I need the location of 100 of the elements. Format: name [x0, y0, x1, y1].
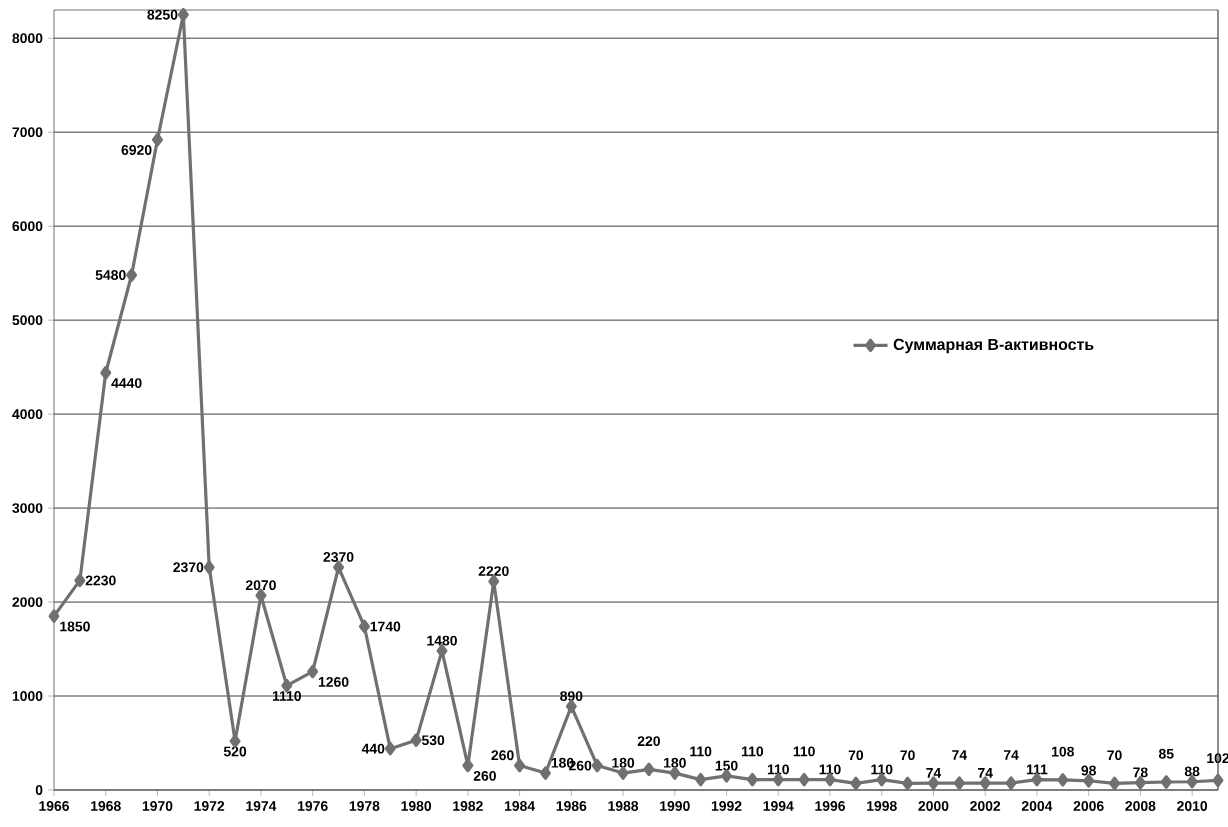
x-tick-label: 2002 — [970, 801, 1001, 811]
x-tick-label: 1966 — [39, 801, 69, 811]
data-label: 2370 — [323, 552, 354, 562]
x-tick-label: 1968 — [91, 801, 121, 811]
legend-label: Суммарная В-активность — [893, 338, 1094, 354]
data-label: 8250 — [147, 9, 178, 20]
x-tick-label: 1974 — [246, 801, 277, 811]
data-label: 2370 — [173, 562, 204, 573]
data-label: 74 — [978, 768, 993, 778]
data-label: 530 — [421, 735, 445, 746]
point — [798, 772, 810, 787]
data-label: 70 — [1107, 750, 1122, 761]
y-tick-label: 4000 — [12, 409, 43, 420]
y-tick-label: 5000 — [12, 315, 43, 326]
data-label: 74 — [1003, 750, 1019, 760]
data-label: 110 — [767, 764, 789, 775]
data-label: 2220 — [478, 566, 509, 576]
x-tick-label: 2000 — [918, 801, 949, 811]
point — [591, 758, 603, 773]
point — [48, 609, 60, 623]
data-label: 110 — [819, 764, 841, 775]
data-label: 1110 — [272, 691, 301, 701]
data-label: 2230 — [85, 575, 116, 586]
point — [177, 7, 189, 22]
data-label: 110 — [871, 764, 893, 775]
y-tick-label: 1000 — [12, 691, 43, 701]
x-tick-label: 2008 — [1125, 801, 1156, 811]
x-tick-label: 1994 — [763, 801, 794, 811]
y-tick-label: 2000 — [12, 597, 43, 607]
data-label: 110 — [742, 746, 764, 757]
point — [358, 619, 370, 634]
x-tick-label: 1998 — [867, 801, 897, 811]
data-label: 1850 — [60, 621, 90, 632]
x-tick-label: 2004 — [1021, 801, 1053, 811]
data-label: 98 — [1081, 765, 1096, 776]
data-label: 4440 — [111, 378, 142, 388]
data-label: 111 — [1026, 764, 1048, 775]
point — [74, 573, 86, 588]
data-label: 74 — [926, 768, 942, 778]
x-tick-label: 1990 — [660, 801, 690, 811]
data-label: 1480 — [427, 635, 457, 646]
data-label: 70 — [848, 750, 864, 761]
point — [1109, 776, 1121, 791]
point — [410, 733, 422, 747]
data-label: 1260 — [318, 676, 349, 687]
point — [643, 762, 655, 777]
data-label: 110 — [793, 746, 815, 757]
point — [539, 766, 551, 780]
data-label: 5480 — [95, 270, 126, 280]
x-tick-label: 2006 — [1073, 801, 1104, 811]
point — [384, 741, 396, 756]
point — [1160, 775, 1172, 789]
x-tick-label: 1972 — [194, 801, 225, 811]
data-label: 520 — [223, 746, 247, 757]
x-tick-label: 1982 — [453, 801, 483, 811]
point — [203, 560, 215, 575]
data-label: 78 — [1133, 767, 1148, 778]
data-label: 88 — [1184, 766, 1200, 777]
data-label: 108 — [1052, 746, 1074, 757]
x-tick-label: 1996 — [815, 801, 845, 811]
data-label: 180 — [612, 757, 635, 768]
data-label: 180 — [664, 757, 686, 768]
y-tick-label: 8000 — [12, 33, 43, 44]
point — [514, 758, 526, 773]
point — [100, 365, 112, 380]
point — [746, 772, 758, 787]
point — [953, 776, 965, 790]
x-tick-label: 1992 — [711, 801, 742, 811]
point — [1212, 773, 1224, 788]
x-tick-label: 1988 — [608, 801, 639, 811]
y-tick-label: 6000 — [12, 221, 43, 232]
data-label: 74 — [952, 750, 968, 760]
data-label: 6920 — [121, 145, 152, 155]
x-tick-label: 1976 — [298, 801, 328, 811]
point — [1057, 773, 1069, 787]
data-label: 1740 — [370, 621, 401, 632]
x-tick-label: 1970 — [142, 801, 173, 811]
point — [902, 776, 914, 791]
x-tick-label: 1980 — [401, 801, 432, 811]
x-tick-label: 1984 — [504, 801, 536, 811]
data-label: 440 — [361, 743, 385, 754]
x-tick-label: 2010 — [1177, 801, 1208, 811]
y-tick-label: 7000 — [12, 127, 43, 138]
point — [307, 664, 319, 679]
data-label: 260 — [491, 750, 514, 761]
data-label: 110 — [690, 746, 712, 757]
data-label: 260 — [473, 770, 496, 781]
x-tick-label: 1986 — [556, 801, 587, 811]
data-label: 85 — [1158, 748, 1174, 759]
data-label: 150 — [715, 760, 738, 771]
point — [695, 772, 707, 787]
y-tick-label: 3000 — [12, 503, 43, 514]
point — [850, 776, 862, 791]
point — [151, 132, 163, 147]
data-label: 220 — [637, 736, 660, 746]
point — [1005, 776, 1017, 790]
point — [126, 268, 138, 282]
data-label: 890 — [560, 691, 583, 701]
y-tick-label: 0 — [35, 785, 43, 795]
x-tick-label: 1978 — [349, 801, 380, 811]
